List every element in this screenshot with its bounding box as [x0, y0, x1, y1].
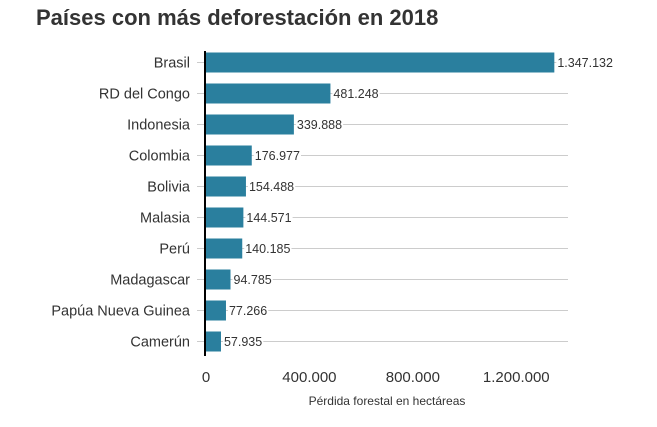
- x-tick-label: 0: [202, 369, 210, 386]
- bar: [206, 83, 331, 104]
- chart-title: Países con más deforestación en 2018: [36, 5, 439, 30]
- bar: [206, 331, 221, 352]
- bar: [206, 145, 252, 166]
- x-tick-label: 800.000: [386, 369, 440, 386]
- bar: [206, 238, 243, 259]
- x-tick-label: 400.000: [282, 369, 336, 386]
- value-label: 77.266: [229, 304, 267, 318]
- value-label: 154.488: [249, 180, 294, 194]
- bar: [206, 114, 294, 135]
- value-label: 144.571: [246, 211, 291, 225]
- value-label-background: [556, 56, 614, 70]
- category-label: Perú: [159, 242, 190, 258]
- value-label-background: [247, 180, 296, 194]
- gridlines: [197, 62, 568, 342]
- value-label-background: [245, 211, 293, 225]
- bar: [206, 300, 226, 321]
- category-label: Papúa Nueva Guinea: [51, 304, 191, 320]
- value-label: 176.977: [255, 149, 300, 163]
- value-label: 481.248: [333, 87, 378, 101]
- x-tick-labels: 0 400.000 800.000 1.200.000: [202, 369, 550, 386]
- bar: [206, 207, 244, 228]
- category-label: Madagascar: [110, 273, 190, 289]
- value-label-background: [295, 118, 344, 132]
- category-labels: Brasil RD del Congo Indonesia Colombia Boliv…: [51, 56, 191, 351]
- value-label: 94.785: [234, 273, 272, 287]
- category-label: Indonesia: [127, 118, 191, 134]
- value-label-background: [227, 304, 269, 318]
- value-labels: 1.347.132 481.248 339.888 176.977 154.488 144…: [222, 56, 614, 349]
- category-label: Malasia: [140, 211, 191, 227]
- category-label: RD del Congo: [99, 87, 190, 103]
- bar: [206, 269, 231, 290]
- x-tick-label: 1.200.000: [483, 369, 550, 386]
- value-label: 339.888: [297, 118, 342, 132]
- value-label-background: [232, 273, 273, 287]
- value-label-background: [253, 149, 301, 163]
- bar: [206, 176, 246, 197]
- category-label: Colombia: [129, 149, 191, 165]
- category-label: Bolivia: [147, 180, 191, 196]
- value-label-background: [244, 242, 292, 256]
- category-label: Camerún: [130, 335, 190, 351]
- value-label: 140.185: [245, 242, 290, 256]
- category-label: Brasil: [154, 56, 190, 72]
- value-label-background: [332, 87, 380, 101]
- value-label: 1.347.132: [557, 56, 613, 70]
- bars: [206, 52, 555, 352]
- value-label: 57.935: [224, 335, 262, 349]
- x-axis-label: Pérdida forestal en hectáreas: [309, 394, 466, 408]
- bar: [206, 52, 555, 73]
- value-label-background: [222, 335, 264, 349]
